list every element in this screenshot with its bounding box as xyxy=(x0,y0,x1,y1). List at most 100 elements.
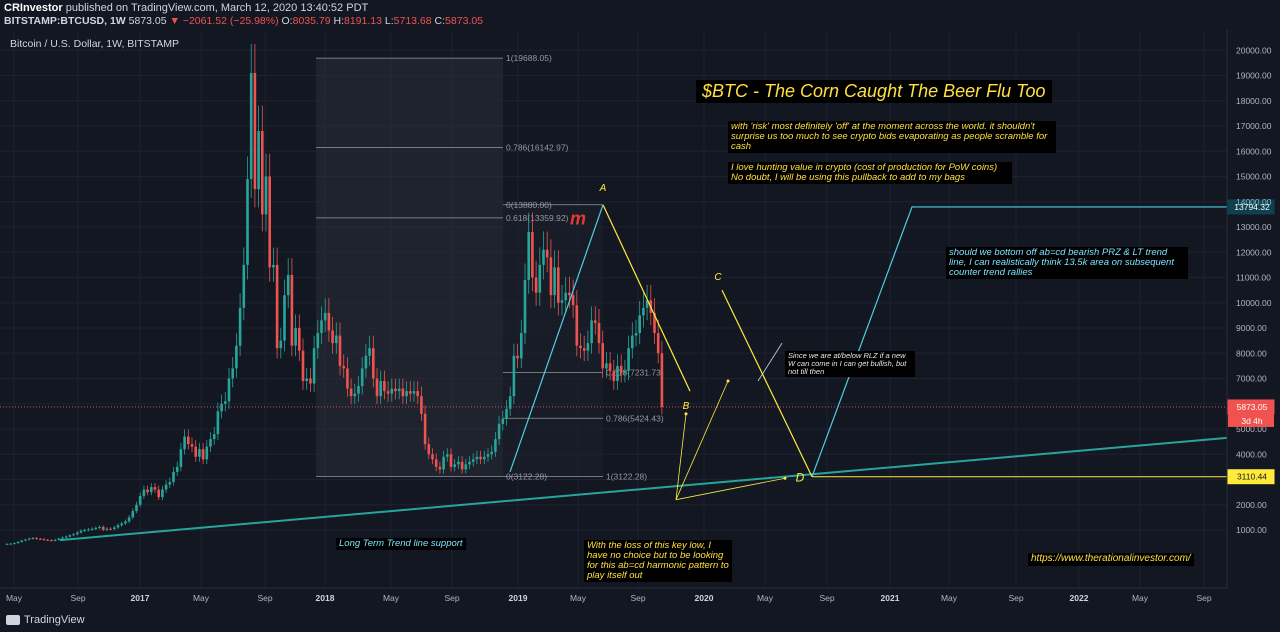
candle-body xyxy=(201,449,205,460)
projection-rally-line[interactable] xyxy=(509,204,604,473)
x-tick-label: 2021 xyxy=(881,593,900,603)
fib-label: 0.786(5424.43) xyxy=(606,413,664,423)
candle-body xyxy=(198,449,201,457)
candle-body xyxy=(579,345,582,349)
y-tick-label: 7000.00 xyxy=(1236,374,1267,384)
headline-annotation[interactable]: $BTC - The Corn Caught The Beer Flu Too xyxy=(696,80,1052,103)
tradingview-logo-icon xyxy=(6,615,20,625)
candle-body xyxy=(35,538,38,540)
candle-body xyxy=(301,350,305,382)
trend-line-label[interactable]: Long Term Trend line support xyxy=(336,538,466,550)
candle-body xyxy=(412,391,416,394)
candle-body xyxy=(268,176,271,268)
annotation-harmonic[interactable]: With the loss of this key low, I have no… xyxy=(584,540,732,582)
candle-body xyxy=(612,370,616,382)
candle-body xyxy=(298,328,301,351)
candle-body xyxy=(76,532,79,535)
x-tick-label: Sep xyxy=(1196,593,1211,603)
candle-body xyxy=(286,274,290,296)
candle-body xyxy=(508,396,512,409)
candle-body xyxy=(101,526,105,530)
brand-label: TradingView xyxy=(24,614,85,626)
candle-body xyxy=(183,436,186,450)
url-annotation[interactable]: https://www.therationalinvestor.com/ xyxy=(1028,553,1194,566)
candle-body xyxy=(42,539,46,541)
candle-body xyxy=(224,401,227,404)
annotation-bottom-scenario[interactable]: should we bottom off ab=cd bearish PRZ &… xyxy=(946,247,1188,279)
candle-body xyxy=(446,454,449,457)
candle-body xyxy=(279,340,283,349)
candle-body xyxy=(249,72,253,180)
candle-body xyxy=(190,444,194,447)
candle-body xyxy=(660,353,664,407)
candle-body xyxy=(379,381,382,397)
candle-body xyxy=(68,535,72,537)
candle-body xyxy=(323,312,327,321)
candle-body xyxy=(227,378,231,402)
candle-body xyxy=(257,131,260,190)
candle-body xyxy=(83,530,86,531)
candle-body xyxy=(209,439,212,447)
candle-body xyxy=(564,292,567,301)
candle-body xyxy=(601,343,604,369)
annotation-arrow xyxy=(675,413,687,500)
candle-body xyxy=(553,267,556,296)
candle-body xyxy=(127,517,131,522)
tradingview-brand[interactable]: TradingView xyxy=(6,614,85,626)
candle-body xyxy=(94,527,98,529)
high-label: H: xyxy=(333,15,345,27)
publisher-name[interactable]: CRInvestor xyxy=(4,2,63,14)
annotation-risk-off[interactable]: with 'risk' most definitely 'off' at the… xyxy=(728,121,1056,153)
candle-body xyxy=(420,396,423,414)
fib-label: 0.618(13359.92) xyxy=(506,213,569,223)
price-label-badge xyxy=(1227,469,1275,485)
candle-body xyxy=(568,292,571,296)
candle-body xyxy=(312,348,316,384)
candle-body xyxy=(120,523,123,526)
y-tick-label: 11000.00 xyxy=(1236,273,1271,283)
candle-body xyxy=(309,378,312,384)
candle-body xyxy=(449,454,453,467)
candle-body xyxy=(527,232,530,281)
candle-body xyxy=(423,413,427,445)
candle-body xyxy=(520,333,523,359)
candle-body xyxy=(364,355,368,369)
candle-body xyxy=(457,461,460,465)
projection-target-line[interactable] xyxy=(811,206,1227,477)
candle-body xyxy=(375,378,379,397)
candle-body xyxy=(394,388,397,392)
footer xyxy=(0,611,1280,632)
y-tick-label: 12000.00 xyxy=(1236,247,1272,257)
annotation-rlz[interactable]: Since we are at/below RLZ if a new W can… xyxy=(785,351,915,377)
candle-body xyxy=(586,343,590,351)
candle-body xyxy=(150,487,153,493)
annotation-value-hunting[interactable]: I love hunting value in crypto (cost of … xyxy=(728,162,1012,184)
candle-body xyxy=(438,466,442,470)
candle-body xyxy=(560,300,564,303)
candle-body xyxy=(235,345,238,369)
candle-body xyxy=(157,489,160,498)
y-tick-label: 1000.00 xyxy=(1236,525,1267,535)
candle-body xyxy=(401,388,405,397)
x-tick-label: May xyxy=(383,593,400,603)
candle-body xyxy=(16,541,20,544)
y-tick-label: 5000.00 xyxy=(1236,424,1267,434)
candle-body xyxy=(523,280,527,334)
candle-body xyxy=(460,461,464,470)
candle-body xyxy=(164,484,168,490)
low-value: 5713.68 xyxy=(393,15,432,27)
x-tick-label: Sep xyxy=(70,593,85,603)
candle-body xyxy=(534,277,538,293)
price-chart[interactable]: 1(19688.05) 0.786(16142.97) 0.618(13359.92… xyxy=(0,30,1280,611)
long-term-trend-line[interactable] xyxy=(59,436,1228,542)
annotation-arrow xyxy=(675,477,786,501)
candle-body xyxy=(372,348,375,379)
candle-body xyxy=(616,365,619,382)
candle-body xyxy=(571,295,575,306)
candle-body xyxy=(113,527,116,529)
pattern-ab-line[interactable] xyxy=(602,204,691,392)
published-text: published on TradingView.com, March 12, … xyxy=(62,2,369,14)
pattern-cd-line[interactable] xyxy=(721,289,813,477)
countdown-badge xyxy=(1228,413,1274,427)
symbol[interactable]: BITSTAMP:BTCUSD, 1W xyxy=(4,15,126,27)
